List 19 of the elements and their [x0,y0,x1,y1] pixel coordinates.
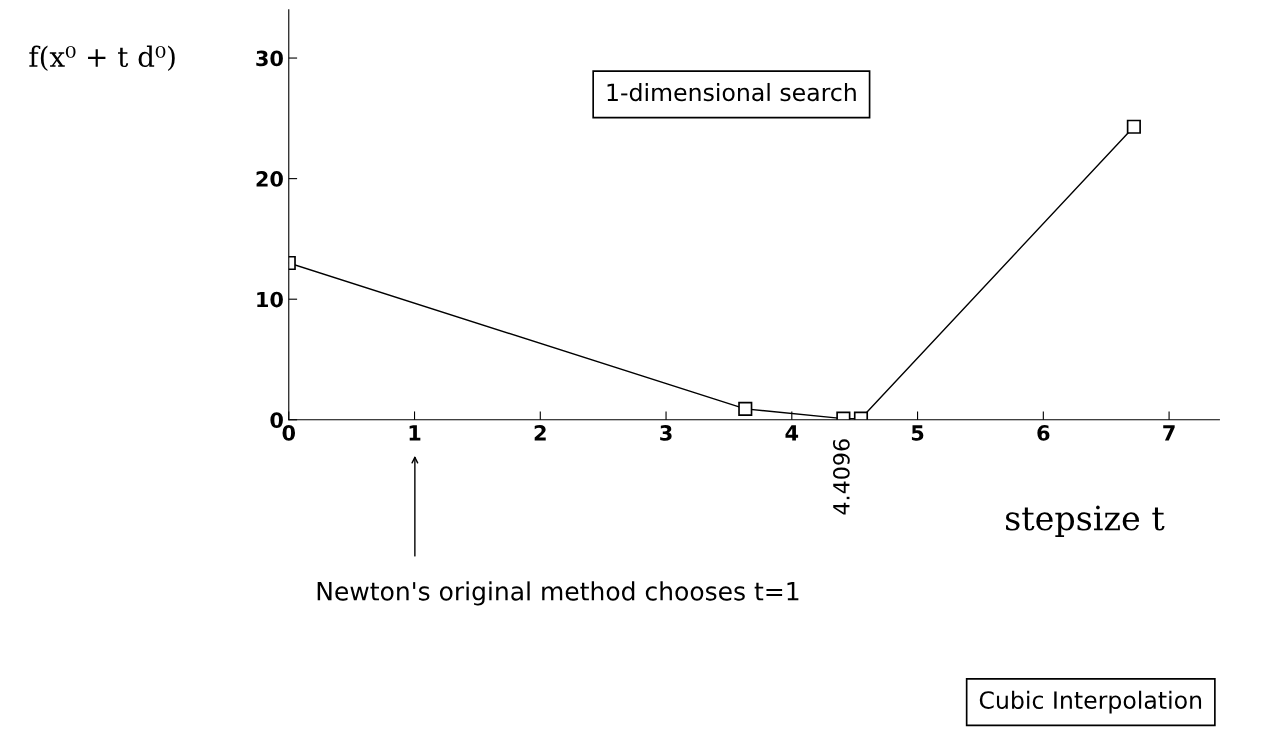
x-tick-label: 2 [534,425,546,441]
text: Newton's original method chooses t=1 [317,581,799,606]
x-tick-label: 1 [409,425,421,441]
y-tick-label: 0 [270,412,283,428]
x-tick-label: 7 [1163,425,1175,441]
annotation: 4.4096 [832,439,850,515]
point [1126,119,1141,134]
x-tick-label: 3 [660,425,672,441]
y-tick-label: 10 [257,291,283,308]
x-tick-label: 5 [911,425,924,441]
x-tick-label: 0 [282,425,296,441]
x-tick-label: 6 [1037,425,1050,441]
y-tick-label: 20 [256,171,283,187]
text: Cubic Interpolation [979,690,1202,714]
y-axis-title: f(x⁰ + t d⁰) [29,45,175,71]
x-tick-label: 4 [785,425,799,441]
y-tick-label: 30 [256,50,283,67]
annotation: 1-dimensional search [607,82,856,102]
x-axis-title: stepsize t [1006,505,1165,538]
